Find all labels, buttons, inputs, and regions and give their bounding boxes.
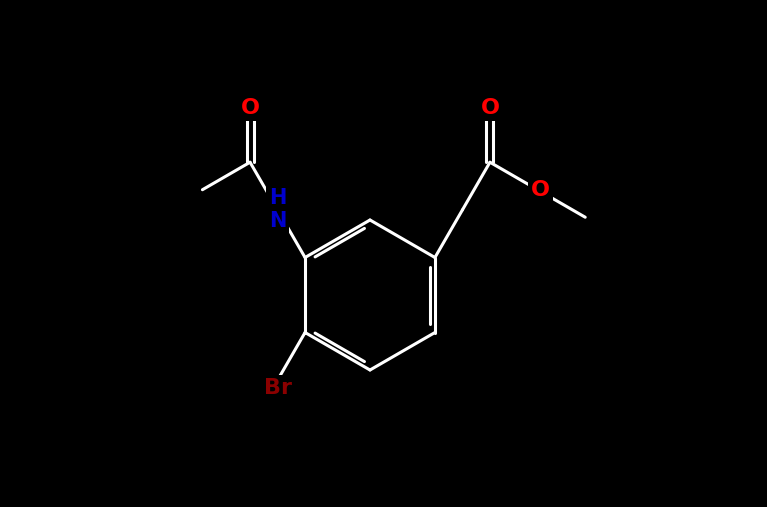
Text: O: O	[480, 98, 499, 118]
Text: Br: Br	[264, 378, 291, 398]
Text: O: O	[531, 180, 550, 200]
Text: H
N: H N	[269, 188, 286, 232]
Text: O: O	[241, 98, 259, 118]
